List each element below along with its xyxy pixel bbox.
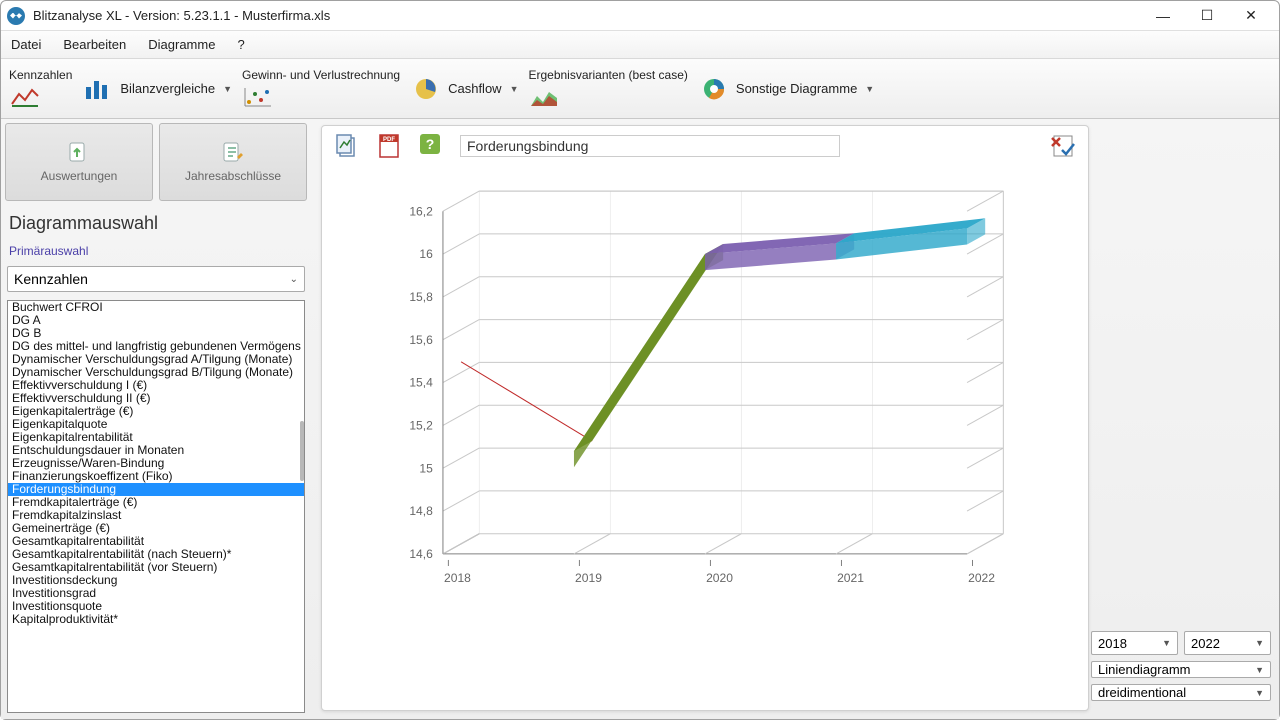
area-chart-icon [528, 84, 560, 110]
combo-chart-type-value: Liniendiagramm [1098, 662, 1191, 677]
combo-year-to-value: 2022 [1191, 636, 1220, 651]
svg-text:15,2: 15,2 [409, 418, 433, 432]
svg-text:PDF: PDF [383, 137, 395, 143]
chevron-down-icon: ▼ [1255, 638, 1264, 648]
svg-text:2019: 2019 [575, 571, 602, 585]
combo-year-from-value: 2018 [1098, 636, 1127, 651]
menu-diagramme[interactable]: Diagramme [148, 37, 215, 52]
combo-primaerauswahl[interactable]: Kennzahlen ⌄ [7, 266, 305, 292]
pdf-export-icon[interactable]: PDF [376, 132, 404, 160]
chevron-down-icon: ▼ [510, 84, 519, 94]
titlebar: Blitzanalyse XL - Version: 5.23.1.1 - Mu… [1, 1, 1279, 31]
maximize-button[interactable]: ☐ [1185, 2, 1229, 30]
tool-cashflow[interactable]: Cashflow ▼ [410, 76, 518, 102]
combo-year-to[interactable]: 2022 ▼ [1184, 631, 1271, 655]
combo-chart-style[interactable]: dreidimentional ▼ [1091, 684, 1271, 701]
combo-chart-style-value: dreidimentional [1098, 685, 1186, 700]
chart-toolbar: PDF ? [322, 126, 1088, 166]
chevron-down-icon: ▼ [1255, 665, 1264, 675]
menu-help[interactable]: ? [237, 37, 244, 52]
svg-text:2021: 2021 [837, 571, 864, 585]
reset-chart-icon[interactable] [1048, 132, 1076, 160]
svg-text:16,2: 16,2 [409, 204, 433, 218]
chart-side-controls: 2018 ▼ 2022 ▼ Liniendiagramm ▼ dreidimentio… [1091, 631, 1271, 701]
scrollbar-thumb[interactable] [300, 421, 304, 481]
list-item[interactable]: DG A [8, 314, 304, 327]
help-icon[interactable]: ? [418, 132, 446, 160]
svg-text:15: 15 [419, 461, 433, 475]
tool-kennzahlen[interactable]: Kennzahlen [9, 68, 72, 110]
toolbar: Kennzahlen Bilanzvergleiche ▼ Gewinn- un… [1, 59, 1279, 119]
svg-text:15,6: 15,6 [409, 333, 433, 347]
button-jahresabschluesse-label: Jahresabschlüsse [185, 169, 281, 183]
scatter-chart-icon [242, 84, 274, 110]
tool-gv[interactable]: Gewinn- und Verlustrechnung [242, 68, 400, 110]
tool-sonstige-label: Sonstige Diagramme [736, 81, 857, 96]
button-auswertungen[interactable]: Auswertungen [5, 123, 153, 201]
tool-cashflow-label: Cashflow [448, 81, 501, 96]
bar-chart-icon [82, 76, 114, 102]
chevron-down-icon: ▼ [1162, 638, 1171, 648]
tool-sonstige[interactable]: Sonstige Diagramme ▼ [698, 76, 874, 102]
document-edit-icon [220, 141, 246, 163]
left-panel: Auswertungen Jahresabschlüsse Diagrammau… [1, 119, 311, 719]
button-auswertungen-label: Auswertungen [41, 169, 118, 183]
svg-text:2020: 2020 [706, 571, 733, 585]
button-jahresabschluesse[interactable]: Jahresabschlüsse [159, 123, 307, 201]
chevron-down-icon: ▼ [223, 84, 232, 94]
tool-kennzahlen-label: Kennzahlen [9, 68, 72, 82]
chevron-down-icon: ⌄ [290, 274, 298, 285]
chevron-down-icon: ▼ [865, 84, 874, 94]
listbox-kennzahlen[interactable]: Buchwert CFROIDG ADG BDG des mittel- und… [7, 300, 305, 713]
tool-bilanzvergleiche[interactable]: Bilanzvergleiche ▼ [82, 76, 232, 102]
subtitle-primaerauswahl: Primärauswahl [5, 242, 307, 260]
tool-ergebnis-label: Ergebnisvarianten (best case) [528, 68, 687, 82]
copy-chart-icon[interactable] [334, 132, 362, 160]
menu-datei[interactable]: Datei [11, 37, 41, 52]
svg-text:15,8: 15,8 [409, 290, 433, 304]
chart-area: 16,2 16 15,8 15,6 15,4 15,2 15 14,8 14,6 2018 2019… [322, 166, 1088, 710]
combo-year-from[interactable]: 2018 ▼ [1091, 631, 1178, 655]
document-up-icon [66, 141, 92, 163]
list-item[interactable]: Buchwert CFROI [8, 301, 304, 314]
combo-chart-type[interactable]: Liniendiagramm ▼ [1091, 661, 1271, 678]
chart-card: PDF ? 16,2 16 15,8 15,6 15,4 15,2 15 14,8 14,6 20… [321, 125, 1089, 711]
donut-chart-icon [698, 76, 730, 102]
menubar: Datei Bearbeiten Diagramme ? [1, 31, 1279, 59]
svg-text:15,4: 15,4 [409, 376, 433, 390]
window-title: Blitzanalyse XL - Version: 5.23.1.1 - Mu… [33, 8, 1141, 23]
svg-text:16: 16 [419, 247, 433, 261]
svg-text:14,8: 14,8 [409, 504, 433, 518]
tool-bilanzvergleiche-label: Bilanzvergleiche [120, 81, 215, 96]
chart-title-input[interactable] [460, 135, 840, 157]
combo-value: Kennzahlen [14, 271, 88, 287]
line-chart-icon [9, 84, 41, 110]
svg-text:2022: 2022 [968, 571, 995, 585]
svg-text:14,6: 14,6 [409, 547, 433, 561]
menu-bearbeiten[interactable]: Bearbeiten [63, 37, 126, 52]
pie-chart-icon [410, 76, 442, 102]
section-title-diagrammauswahl: Diagrammauswahl [5, 205, 307, 238]
minimize-button[interactable]: ― [1141, 2, 1185, 30]
list-item[interactable]: Kapitalproduktivität* [8, 613, 304, 626]
close-button[interactable]: ✕ [1229, 2, 1273, 30]
tool-gv-label: Gewinn- und Verlustrechnung [242, 68, 400, 82]
chevron-down-icon: ▼ [1255, 688, 1264, 698]
app-icon [7, 7, 25, 25]
svg-text:2018: 2018 [444, 571, 471, 585]
svg-text:?: ? [426, 136, 435, 152]
tool-ergebnisvarianten[interactable]: Ergebnisvarianten (best case) [528, 68, 687, 110]
right-panel: PDF ? 16,2 16 15,8 15,6 15,4 15,2 15 14,8 14,6 20… [311, 119, 1279, 719]
